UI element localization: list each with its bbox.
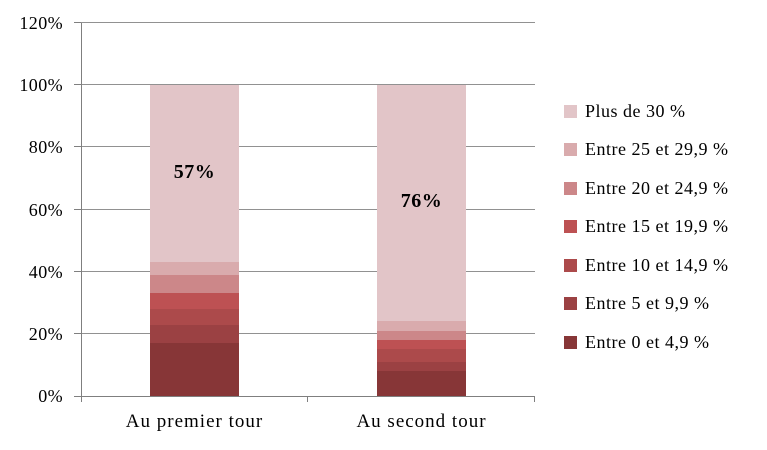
- y-axis-tick-label: 40%: [28, 261, 63, 282]
- data-label: 76%: [400, 190, 443, 213]
- legend-swatch: [564, 181, 577, 195]
- gridline: [81, 84, 535, 86]
- y-axis-line: [81, 23, 82, 402]
- plot-area: 57% 76%: [74, 22, 535, 402]
- legend-item: Entre 0 et 4,9 %: [564, 323, 728, 362]
- y-tick: [74, 146, 81, 148]
- y-axis-tick-label: 60%: [28, 199, 63, 220]
- bar-segment: [150, 274, 239, 294]
- bar-segment: [377, 85, 466, 322]
- legend-swatch: [564, 335, 577, 349]
- legend-item: Entre 5 et 9,9 %: [564, 285, 728, 324]
- y-axis-tick-label: 0%: [38, 386, 63, 406]
- x-axis-category-label: Au second tour: [356, 411, 487, 432]
- bar-segment: [150, 324, 239, 344]
- bar-1: 57%: [150, 23, 239, 396]
- legend-item: Entre 25 et 29,9 %: [564, 131, 728, 170]
- y-axis-tick-label: 20%: [28, 323, 63, 344]
- legend-label: Entre 25 et 29,9 %: [585, 139, 729, 160]
- bar-segment: [377, 371, 466, 396]
- legend-item: Entre 10 et 14,9 %: [564, 246, 728, 285]
- gridline: [81, 332, 535, 334]
- data-label: 57%: [173, 160, 216, 183]
- gridline: [81, 208, 535, 210]
- legend-label: Entre 0 et 4,9 %: [585, 331, 710, 352]
- y-tick: [74, 332, 81, 334]
- legend-label: Entre 10 et 14,9 %: [585, 254, 729, 275]
- legend-swatch: [564, 220, 577, 234]
- legend-swatch: [564, 143, 577, 157]
- bar-segment: [150, 343, 239, 396]
- y-axis-tick-label: 80%: [28, 137, 63, 158]
- bar-segment: [150, 262, 239, 275]
- y-tick: [74, 396, 81, 397]
- x-tick: [534, 396, 535, 402]
- bar-segment: [150, 308, 239, 325]
- x-tick: [307, 396, 308, 402]
- legend-item: Entre 20 et 24,9 %: [564, 169, 728, 208]
- y-tick: [74, 84, 81, 86]
- bar-segment: [377, 361, 466, 372]
- legend-swatch: [564, 258, 577, 272]
- legend-label: Entre 20 et 24,9 %: [585, 177, 729, 198]
- bar-segment: [377, 340, 466, 350]
- bar-segment: [377, 330, 466, 341]
- bar-segment: [377, 321, 466, 331]
- y-tick: [74, 208, 81, 210]
- legend-swatch: [564, 104, 577, 118]
- y-axis-tick-label: 100%: [19, 75, 63, 96]
- legend-label: Entre 15 et 19,9 %: [585, 216, 729, 237]
- gridline: [81, 146, 535, 148]
- y-axis-tick-label: 120%: [19, 13, 63, 33]
- legend-swatch: [564, 297, 577, 311]
- legend-label: Plus de 30 %: [585, 100, 686, 121]
- legend-label: Entre 5 et 9,9 %: [585, 293, 710, 314]
- bar-2: 76%: [377, 23, 466, 396]
- y-tick: [74, 270, 81, 272]
- bar-segment: [150, 293, 239, 309]
- gridline: [81, 22, 535, 23]
- legend: Plus de 30 % Entre 25 et 29,9 % Entre 20 e…: [564, 92, 728, 362]
- bar-segment: [150, 85, 239, 263]
- x-axis-line: [81, 396, 535, 397]
- bar-segment: [377, 349, 466, 362]
- legend-item: Plus de 30 %: [564, 92, 728, 131]
- gridline: [81, 270, 535, 272]
- y-tick: [74, 22, 81, 23]
- x-axis-category-label: Au premier tour: [125, 411, 264, 432]
- legend-item: Entre 15 et 19,9 %: [564, 208, 728, 247]
